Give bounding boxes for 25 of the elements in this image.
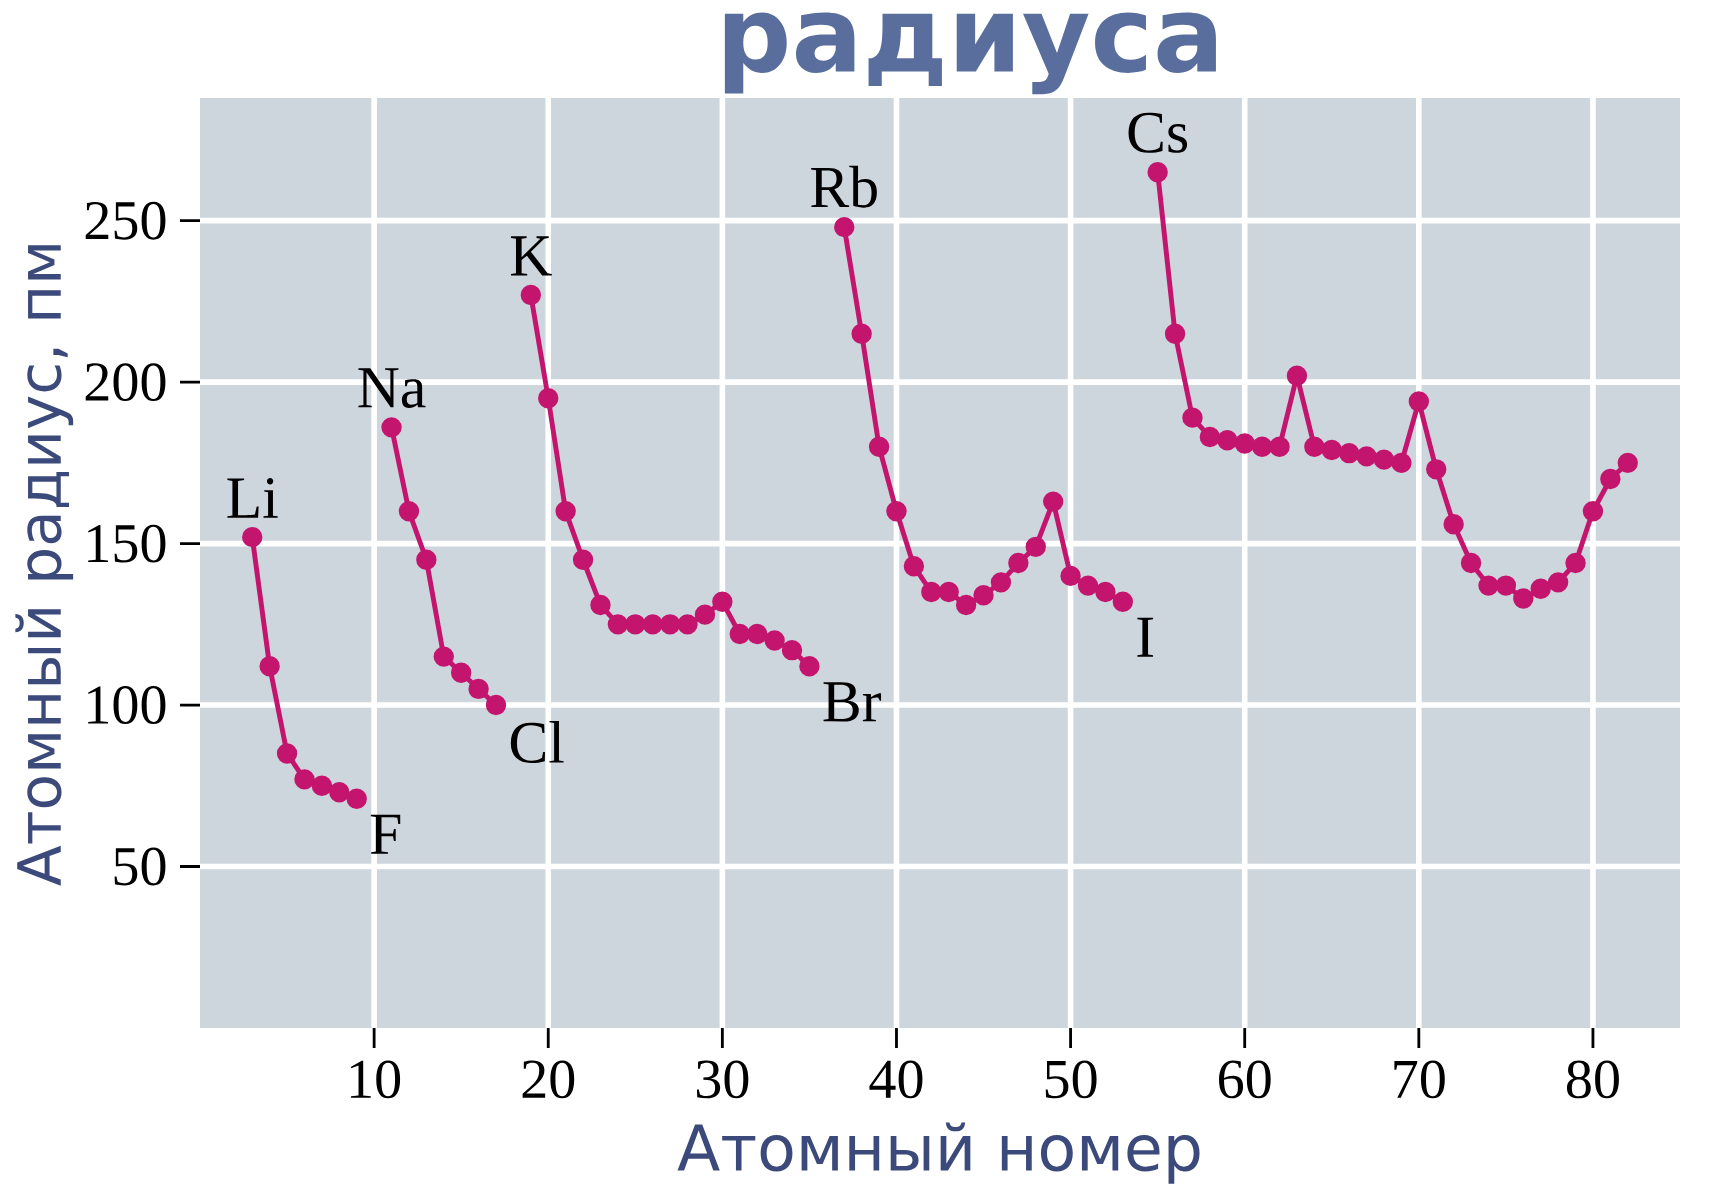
chart-title: радиуса	[724, 12, 1216, 95]
annotation: Br	[823, 682, 882, 722]
annotation: Cs	[1128, 112, 1188, 153]
x-tick-label: 40	[869, 1060, 923, 1099]
annotation: I	[1137, 617, 1154, 657]
y-tick-label: 50	[114, 847, 166, 886]
x-tick-label: 20	[522, 1060, 575, 1099]
y-tick-label: 200	[85, 363, 166, 402]
y-tick-label: 150	[88, 524, 166, 563]
x-axis-title: Атомный номер	[677, 1122, 1200, 1184]
x-tick-label: 60	[1219, 1060, 1271, 1099]
x-tick-label: 10	[350, 1060, 401, 1099]
annotation: Na	[358, 368, 426, 408]
annotation: Cl	[510, 721, 564, 764]
x-tick-label: 50	[1045, 1060, 1097, 1099]
y-tick-label: 250	[85, 201, 166, 240]
annotation: Rb	[811, 165, 877, 208]
x-tick-label: 70	[1394, 1060, 1445, 1099]
annotation: F	[370, 814, 401, 854]
annotation: Li	[227, 478, 278, 518]
x-tick-label: 80	[1566, 1060, 1619, 1099]
x-tick-label: 30	[696, 1060, 749, 1099]
annotation: K	[510, 236, 552, 276]
y-tick-label: 100	[88, 686, 166, 725]
y-axis-title: Атомный радиус, пм	[15, 245, 74, 886]
